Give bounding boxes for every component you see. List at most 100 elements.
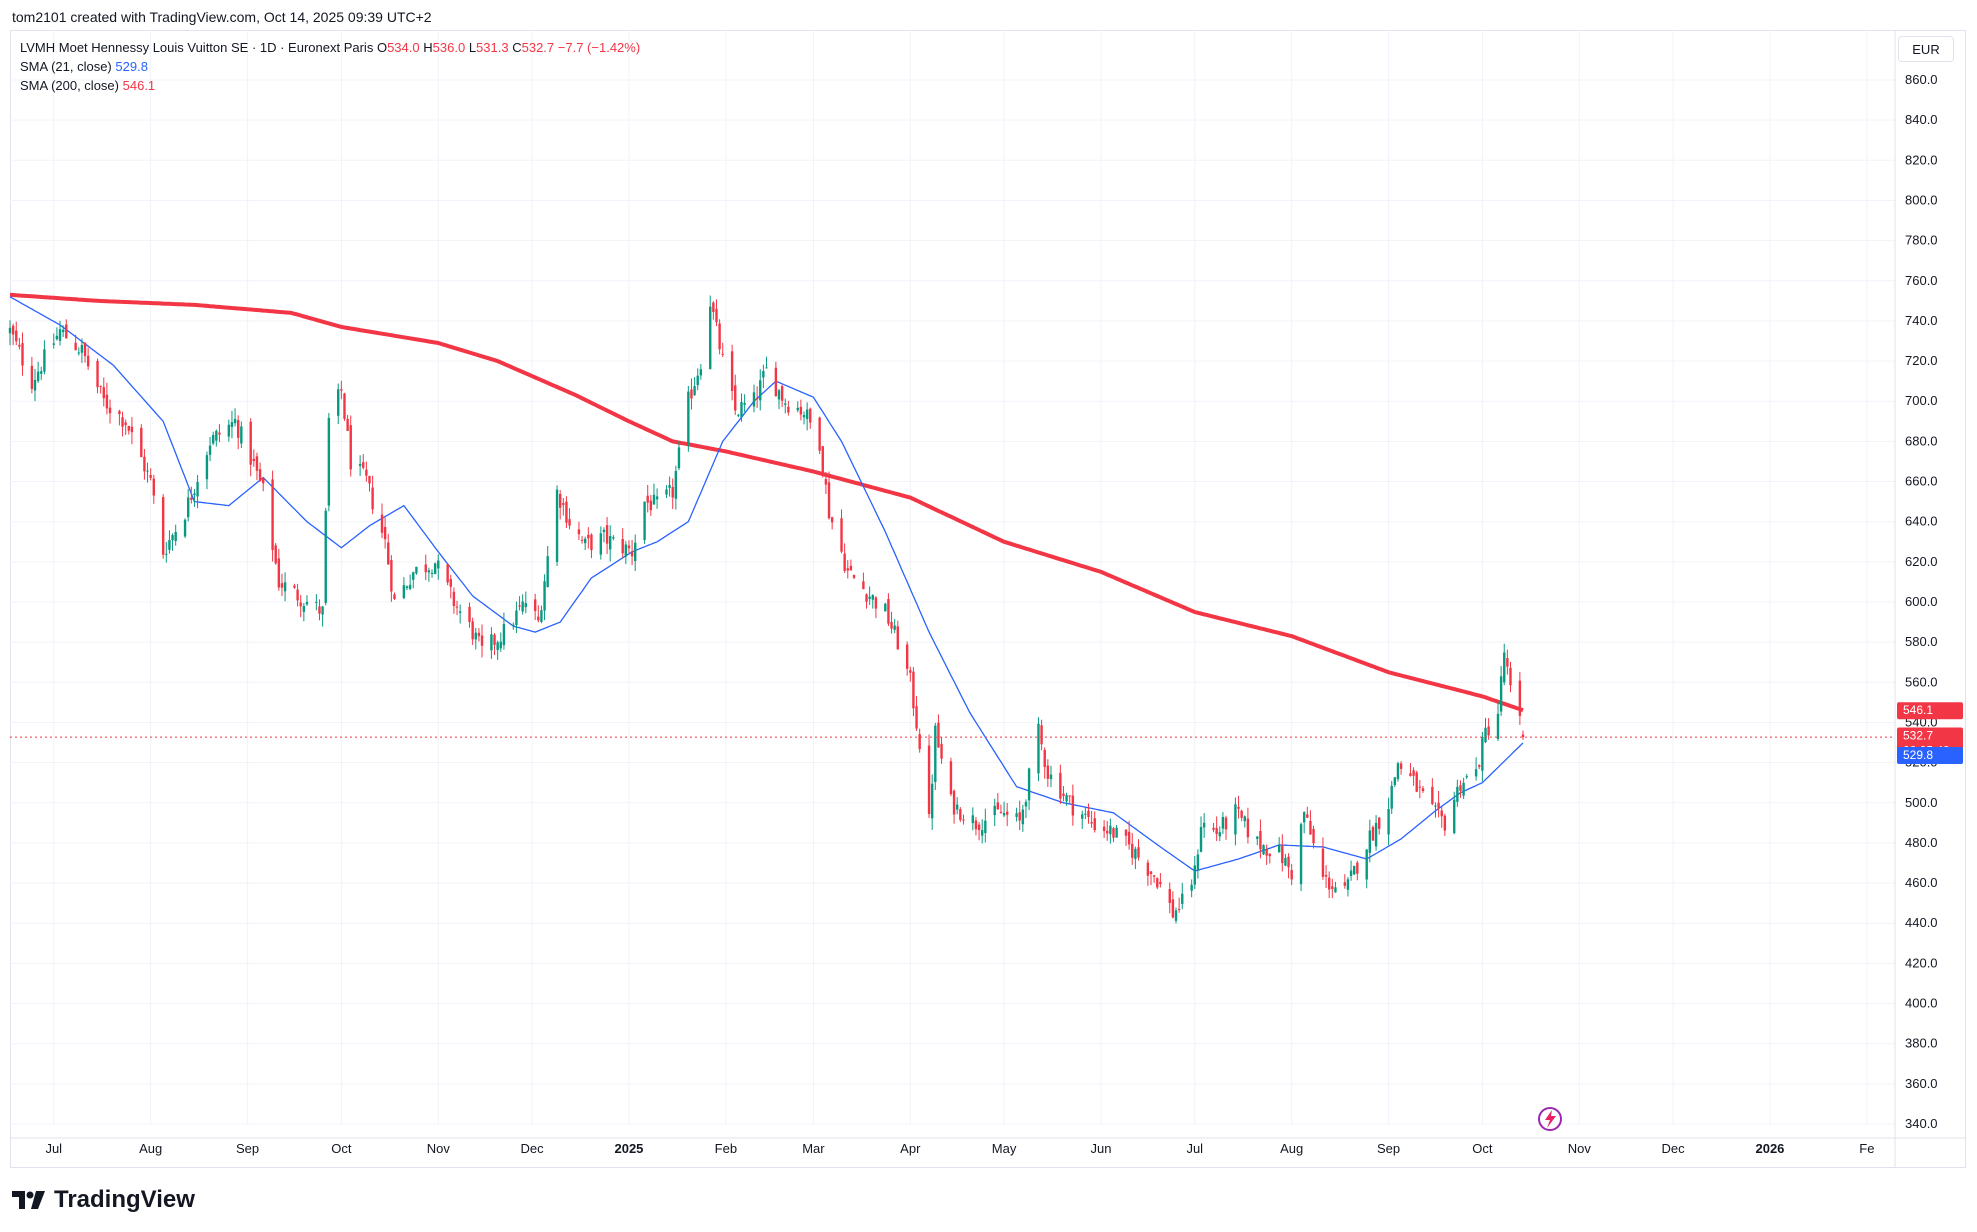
candle-body [1196, 854, 1200, 870]
candle-body [1046, 765, 1050, 779]
price-tick-label: 440.0 [1905, 915, 1938, 930]
candle-body [512, 624, 515, 626]
candle-body [58, 329, 62, 341]
candle-body [630, 551, 634, 557]
candle-body [1112, 828, 1115, 838]
candle-body [183, 519, 187, 537]
sma21-line[interactable] [9, 296, 1524, 872]
candle-body [515, 610, 518, 626]
candle-body [1302, 812, 1306, 823]
candle-body [643, 501, 646, 541]
price-tick-label: 660.0 [1905, 474, 1938, 489]
candle-body [86, 355, 90, 367]
lightning-marker-icon[interactable] [1538, 1107, 1562, 1131]
candle-body [646, 495, 649, 503]
candle-body [1181, 893, 1184, 904]
candle-body [974, 820, 978, 830]
candle-body [502, 624, 506, 646]
candle-body [227, 424, 231, 437]
candle-body [634, 542, 637, 561]
candle-body [1409, 773, 1412, 777]
candle-body [1240, 810, 1243, 818]
candle-body [1040, 725, 1043, 745]
candle-body [61, 329, 65, 333]
sma200-line[interactable] [9, 292, 1524, 713]
candle-body [690, 389, 693, 399]
candle-body [102, 387, 105, 399]
candle-body [1343, 882, 1347, 886]
candle-body [655, 496, 659, 500]
sma21-legend[interactable]: SMA (21, close) 529.8 [20, 59, 148, 74]
candle-body [1174, 910, 1178, 921]
candle-body [608, 536, 612, 550]
sma200-layer [9, 292, 1524, 713]
candle-body [809, 408, 812, 423]
candle-body [865, 594, 868, 602]
candle-body [699, 369, 703, 376]
candle-body [587, 534, 590, 539]
candle-body [674, 470, 678, 499]
price-tick-label: 760.0 [1905, 273, 1938, 288]
candle-body [852, 574, 856, 578]
time-tick-label: Sep [1377, 1141, 1400, 1156]
candle-body [918, 734, 921, 750]
candle-body [387, 542, 390, 565]
candle-body [1321, 848, 1325, 877]
candle-body [105, 394, 109, 409]
candle-body [1387, 809, 1390, 835]
sma200-legend[interactable]: SMA (200, close) 546.1 [20, 78, 155, 93]
candle-body [1221, 816, 1225, 829]
candle-body [693, 386, 696, 396]
candle-body [321, 606, 324, 615]
candle-body [296, 589, 299, 601]
candle-body [687, 391, 690, 446]
candle-body [383, 527, 387, 540]
candle-body [408, 584, 412, 590]
candle-body [1037, 723, 1040, 774]
candle-body [1443, 815, 1447, 831]
high-value: 536.0 [432, 40, 466, 55]
candle-body [624, 544, 628, 557]
price-tick-label: 720.0 [1905, 353, 1938, 368]
candle-body [1287, 856, 1290, 868]
candle-body [362, 462, 365, 468]
candle-body [784, 403, 787, 405]
candle-body [371, 487, 374, 510]
candle-body [215, 430, 218, 441]
chart-frame [10, 30, 1966, 1168]
price-tick-label: 460.0 [1905, 875, 1938, 890]
symbol-legend[interactable]: LVMH Moet Hennessy Louis Vuitton SE · 1D… [20, 40, 640, 55]
candle-layer [8, 295, 1525, 924]
candle-body [884, 603, 887, 612]
time-tick-label: Jul [45, 1141, 62, 1156]
tradingview-logo-icon [12, 1191, 45, 1209]
candle-body [1418, 786, 1422, 788]
candle-body [168, 539, 171, 550]
open-label: O [376, 40, 388, 55]
candle-body [390, 560, 393, 592]
currency-selector[interactable]: EUR [1898, 36, 1954, 62]
candle-body [1106, 830, 1109, 834]
candle-body [980, 830, 984, 836]
candle-body [1365, 849, 1368, 880]
candle-body [1481, 736, 1484, 771]
candle-body [1462, 782, 1465, 796]
candle-body [1006, 811, 1009, 815]
candle-body [949, 761, 953, 795]
candle-body [1059, 772, 1062, 799]
candle-body [1518, 680, 1522, 716]
candle-body [580, 539, 584, 541]
candle-body [127, 425, 130, 431]
candle-body [787, 406, 790, 413]
price-tick-label: 400.0 [1905, 996, 1938, 1011]
candle-body [1015, 813, 1018, 817]
tradingview-brand[interactable]: TradingView [12, 1186, 195, 1214]
candle-body [1234, 804, 1237, 835]
candle-body [930, 783, 934, 819]
candle-body [1306, 814, 1309, 818]
candle-body [118, 410, 121, 415]
candle-body [1049, 774, 1053, 780]
candle-body [543, 581, 546, 611]
candle-body [1137, 847, 1140, 858]
